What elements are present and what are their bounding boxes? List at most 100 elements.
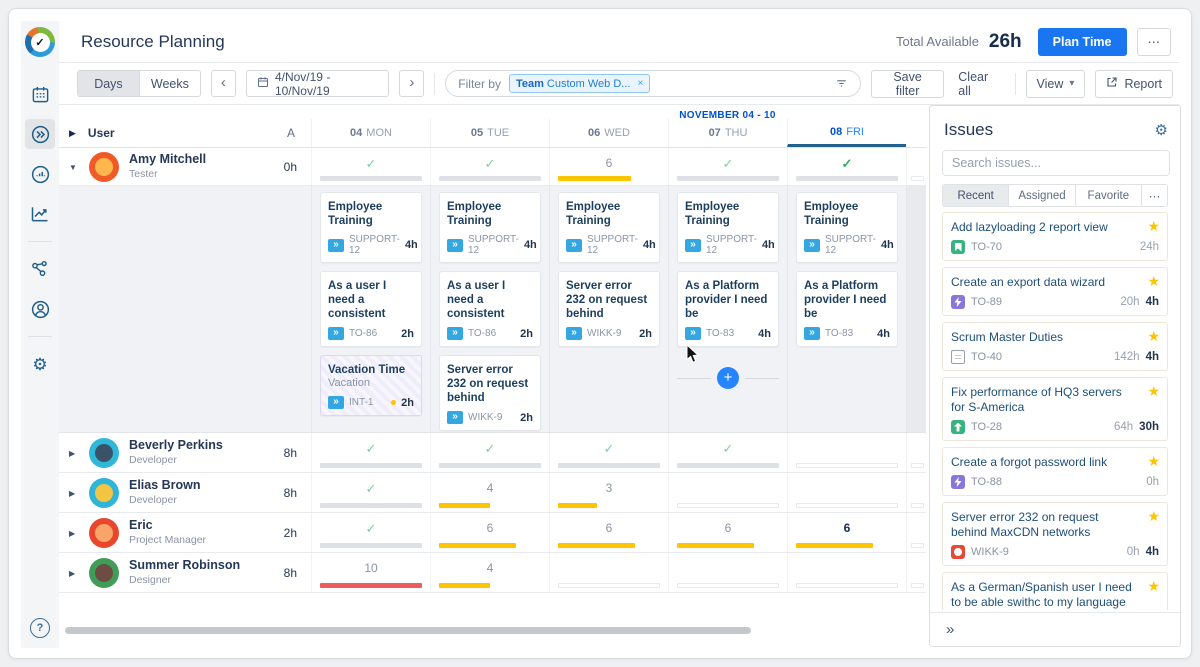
day-cell[interactable] xyxy=(549,553,668,592)
day-cell[interactable]: 3 xyxy=(549,473,668,512)
days-toggle[interactable]: Days xyxy=(78,71,139,96)
task-card[interactable]: As a user I need a consistent TO-86 2h xyxy=(320,271,422,347)
task-card[interactable]: Employee Training SUPPORT-12 4h xyxy=(558,192,660,263)
day-cell[interactable] xyxy=(311,513,430,552)
tab-recent[interactable]: Recent xyxy=(943,185,1009,206)
day-cell[interactable]: 4 xyxy=(430,473,549,512)
expand-icon[interactable] xyxy=(69,568,79,578)
funnel-filter-icon[interactable] xyxy=(835,77,848,90)
help-button[interactable]: ? xyxy=(30,618,50,638)
chip-close-icon[interactable]: × xyxy=(637,78,644,89)
task-card[interactable]: Server error 232 on request behind WIKK-… xyxy=(439,355,541,431)
sidebar-item-people[interactable] xyxy=(25,294,55,324)
sidebar-item-calendar[interactable] xyxy=(25,79,55,109)
next-week-button[interactable]: › xyxy=(399,70,425,97)
weeks-toggle[interactable]: Weeks xyxy=(138,71,200,96)
issue-card[interactable]: Add lazyloading 2 report view TO-70 24h xyxy=(942,212,1168,261)
horizontal-scrollbar[interactable] xyxy=(65,627,751,634)
day-cell[interactable]: 10 xyxy=(311,553,430,592)
issue-card[interactable]: Scrum Master Duties TO-40 142h 4h xyxy=(942,322,1168,371)
gear-icon[interactable]: ⚙ xyxy=(1154,121,1168,139)
collapse-panel-icon[interactable]: » xyxy=(946,621,955,638)
day-cell[interactable] xyxy=(430,433,549,472)
schedule-column-thu[interactable]: Employee Training SUPPORT-12 4h As a Plat… xyxy=(668,186,787,432)
issue-card[interactable]: As a German/Spanish user I need to be ab… xyxy=(942,572,1168,610)
more-options-button[interactable]: ⋯ xyxy=(1136,27,1171,56)
task-card[interactable]: Employee Training SUPPORT-12 4h xyxy=(320,192,422,263)
task-card[interactable]: Employee Training SUPPORT-12 4h xyxy=(439,192,541,263)
favorite-star-icon[interactable] xyxy=(1147,218,1160,236)
day-cell[interactable] xyxy=(787,553,906,592)
day-header[interactable]: 04 MON xyxy=(311,119,430,147)
availability-column-header[interactable]: A xyxy=(286,126,295,140)
day-cell[interactable] xyxy=(430,148,549,185)
sidebar-item-dashboard[interactable] xyxy=(25,159,55,189)
day-cell[interactable] xyxy=(311,473,430,512)
favorite-star-icon[interactable] xyxy=(1147,328,1160,346)
filter-chip-team[interactable]: Team Custom Web D... × xyxy=(508,74,651,93)
plan-time-button[interactable]: Plan Time xyxy=(1037,27,1127,56)
favorite-star-icon[interactable] xyxy=(1147,508,1160,526)
favorite-star-icon[interactable] xyxy=(1147,453,1160,471)
report-button[interactable]: Report xyxy=(1095,69,1173,98)
day-cell[interactable]: 6 xyxy=(430,513,549,552)
favorite-star-icon[interactable] xyxy=(1147,578,1160,596)
day-cell[interactable] xyxy=(787,433,906,472)
day-cell[interactable] xyxy=(668,433,787,472)
day-cell[interactable]: 6 xyxy=(787,513,906,552)
day-header[interactable]: 08 FRI xyxy=(787,119,906,147)
favorite-star-icon[interactable] xyxy=(1147,383,1160,401)
day-cell[interactable] xyxy=(668,553,787,592)
vacation-card[interactable]: Vacation Time Vacation INT-1 2h xyxy=(320,355,422,416)
issue-card[interactable]: Create a forgot password link TO-88 0h xyxy=(942,447,1168,496)
expand-icon[interactable] xyxy=(69,528,79,538)
day-header[interactable]: 07 THU xyxy=(668,119,787,147)
search-input[interactable] xyxy=(942,150,1170,176)
schedule-column-mon[interactable]: Employee Training SUPPORT-12 4h As a user… xyxy=(311,186,430,432)
issue-card[interactable]: Create an export data wizard TO-89 20h 4h xyxy=(942,267,1168,316)
task-card[interactable]: As a Platform provider I need be TO-83 4h xyxy=(796,271,898,347)
day-cell[interactable]: 4 xyxy=(430,553,549,592)
expand-icon[interactable] xyxy=(69,488,79,498)
issue-card[interactable]: Fix performance of HQ3 servers for S-Ame… xyxy=(942,377,1168,441)
day-cell[interactable] xyxy=(311,148,430,185)
task-card[interactable]: Server error 232 on request behind WIKK-… xyxy=(558,271,660,347)
schedule-column-tue[interactable]: Employee Training SUPPORT-12 4h As a user… xyxy=(430,186,549,432)
day-cell[interactable] xyxy=(668,473,787,512)
day-cell[interactable]: 6 xyxy=(549,148,668,185)
sidebar-item-settings[interactable]: ⚙ xyxy=(25,349,55,379)
day-cell[interactable]: 6 xyxy=(668,513,787,552)
task-card[interactable]: As a Platform provider I need be TO-83 4h xyxy=(677,271,779,347)
day-cell[interactable] xyxy=(311,433,430,472)
day-cell[interactable] xyxy=(787,473,906,512)
prev-week-button[interactable]: ‹ xyxy=(210,70,236,97)
sidebar-item-timeline[interactable] xyxy=(25,119,55,149)
sidebar-item-integrations[interactable] xyxy=(25,254,55,284)
task-card[interactable]: Employee Training SUPPORT-12 4h xyxy=(796,192,898,263)
task-card[interactable]: As a user I need a consistent TO-86 2h xyxy=(439,271,541,347)
collapse-icon[interactable] xyxy=(69,162,79,172)
schedule-column-wed[interactable]: Employee Training SUPPORT-12 4h Server er… xyxy=(549,186,668,432)
schedule-column-fri[interactable]: Employee Training SUPPORT-12 4h As a Plat… xyxy=(787,186,906,432)
user-column-header[interactable]: User xyxy=(87,126,115,140)
day-cell[interactable] xyxy=(549,433,668,472)
favorite-star-icon[interactable] xyxy=(1147,273,1160,291)
tab-assigned[interactable]: Assigned xyxy=(1008,185,1075,206)
tab-favorite[interactable]: Favorite xyxy=(1074,185,1141,206)
day-cell[interactable] xyxy=(787,148,906,185)
add-task-button[interactable]: + xyxy=(717,367,739,389)
issue-card[interactable]: Server error 232 on request behind MaxCD… xyxy=(942,502,1168,566)
tab-more[interactable]: ⋯ xyxy=(1140,185,1167,206)
save-filter-button[interactable]: Save filter xyxy=(870,69,945,98)
day-cell[interactable] xyxy=(668,148,787,185)
view-dropdown[interactable]: View ▾ xyxy=(1025,69,1086,98)
date-range-picker[interactable]: 4/Nov/19 - 10/Nov/19 xyxy=(245,70,390,98)
filter-input[interactable]: Filter by Team Custom Web D... × xyxy=(445,70,861,97)
clear-all-button[interactable]: Clear all xyxy=(958,69,989,98)
day-header[interactable]: 06 WED xyxy=(549,119,668,147)
day-header[interactable]: 05 TUE xyxy=(430,119,549,147)
